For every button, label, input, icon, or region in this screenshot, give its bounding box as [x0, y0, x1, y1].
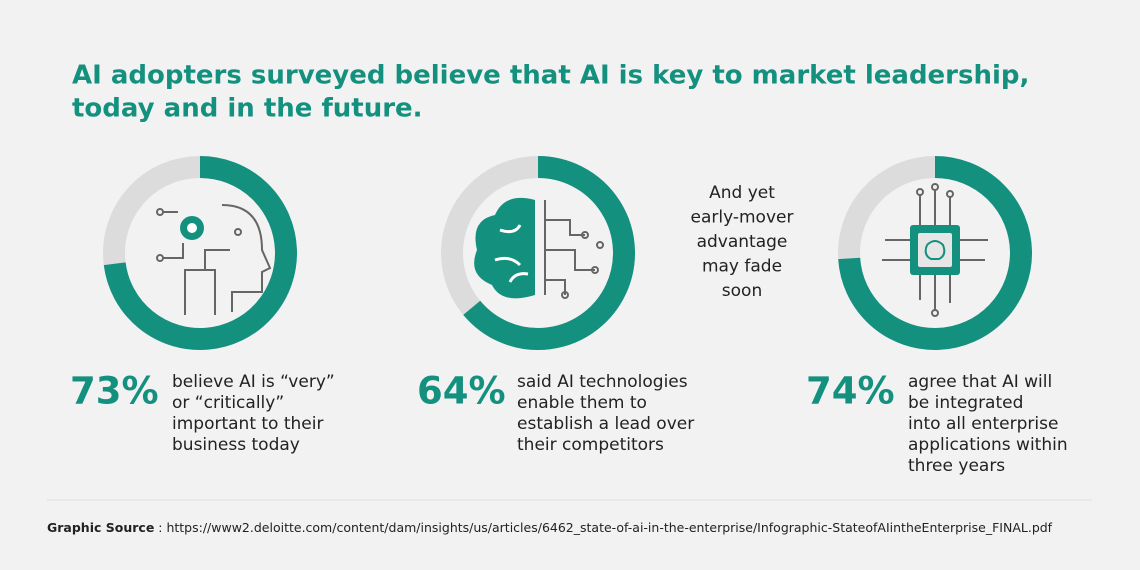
source: Graphic Source : https://www2.deloitte.c…	[47, 520, 1053, 535]
stat-text: applications within	[908, 435, 1068, 455]
stat-text: important to their	[172, 414, 323, 434]
side-note: early-mover	[691, 208, 794, 228]
stat-text: enable them to	[517, 393, 647, 413]
icon-head	[156, 204, 272, 315]
stat-percent: 64%	[417, 370, 506, 413]
side-note: advantage	[697, 232, 788, 252]
stat-text: establish a lead over	[517, 414, 694, 434]
icon-chip	[882, 183, 988, 317]
donut-arc	[103, 156, 297, 350]
stat-text: be integrated	[908, 393, 1023, 413]
stat-text: believe AI is “very”	[172, 372, 335, 392]
donut-arc	[838, 156, 1032, 350]
stat-text: or “critically”	[172, 393, 284, 413]
side-note: soon	[722, 281, 762, 301]
title-line: today and in the future.	[72, 94, 423, 124]
donut-arc	[463, 156, 635, 350]
icon-brain	[474, 197, 604, 299]
side-note: may fade	[702, 257, 782, 277]
title-line: AI adopters surveyed believe that AI is …	[72, 61, 1029, 91]
stat-text: said AI technologies	[517, 372, 688, 392]
stat-percent: 73%	[70, 370, 159, 413]
stat-text: three years	[908, 456, 1005, 476]
stat-text: agree that AI will	[908, 372, 1052, 392]
stat-text: into all enterprise	[908, 414, 1058, 434]
source-text: : https://www2.deloitte.com/content/dam/…	[154, 520, 1052, 535]
side-note: And yet	[709, 183, 775, 203]
source-label: Graphic Source	[47, 520, 154, 535]
stat-text: business today	[172, 435, 300, 455]
stat-percent: 74%	[806, 370, 895, 413]
stat-text: their competitors	[517, 435, 664, 455]
